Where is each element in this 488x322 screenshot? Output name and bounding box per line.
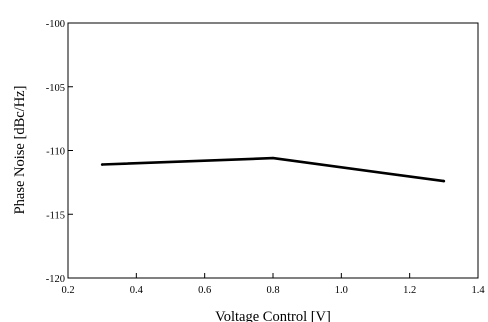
x-axis-title: Voltage Control [V] bbox=[215, 309, 331, 322]
x-tick-label: 0.8 bbox=[266, 285, 279, 296]
x-tick-label: 1.4 bbox=[471, 285, 485, 296]
y-tick-label: -105 bbox=[46, 83, 65, 94]
x-tick-label: 1.0 bbox=[335, 285, 348, 296]
y-tick-label: -100 bbox=[46, 19, 65, 30]
y-axis-title: Phase Noise [dBc/Hz] bbox=[12, 86, 28, 215]
y-tick-label: -110 bbox=[46, 147, 65, 158]
y-axis-ticks: -100 -105 -110 -115 -120 bbox=[46, 19, 73, 285]
data-point bbox=[100, 163, 104, 166]
y-tick-label: -115 bbox=[46, 210, 65, 221]
x-tick-label: 1.2 bbox=[403, 285, 416, 296]
x-tick-label: 0.4 bbox=[130, 285, 144, 296]
series-group bbox=[100, 156, 446, 183]
x-tick-label: 0.6 bbox=[198, 285, 211, 296]
plot-frame bbox=[67, 22, 479, 279]
y-tick-label: -120 bbox=[46, 274, 65, 285]
x-tick-label: 0.2 bbox=[61, 285, 74, 296]
x-axis-ticks: 0.2 0.4 0.6 0.8 1.0 1.2 1.4 bbox=[61, 273, 485, 296]
data-point bbox=[442, 179, 446, 183]
series-line-0 bbox=[102, 156, 444, 183]
data-point bbox=[271, 156, 275, 160]
